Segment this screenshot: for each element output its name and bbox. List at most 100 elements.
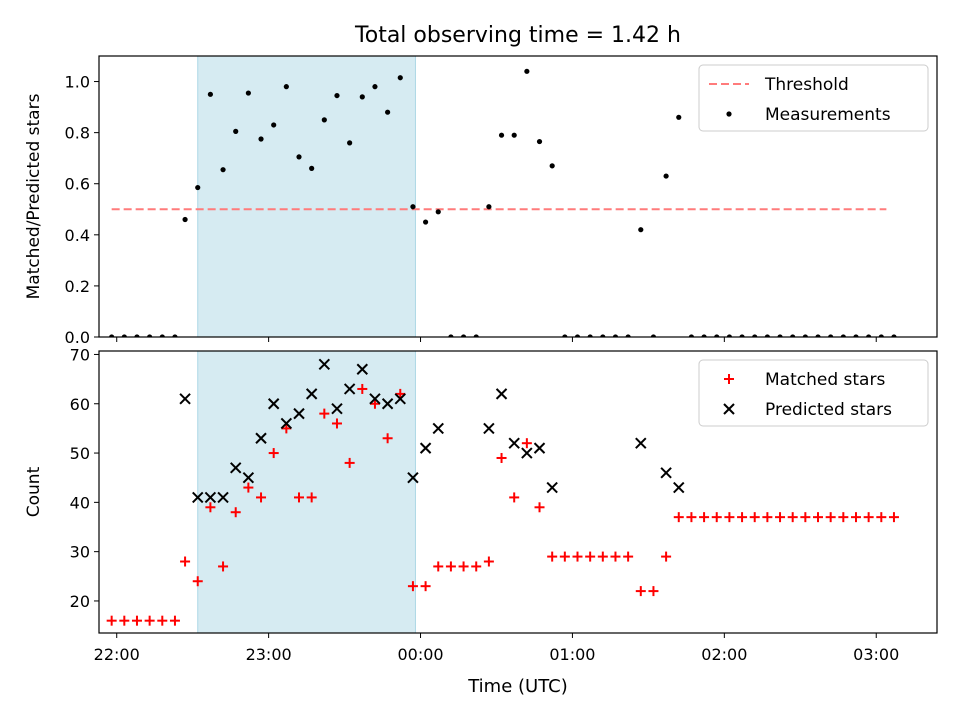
measurement-point: [498, 132, 505, 138]
predicted-star-marker: [305, 388, 318, 400]
measurement-point: [688, 334, 695, 337]
axes-frame: [98, 350, 938, 634]
marker-stroke: [179, 393, 191, 405]
matched-star-marker: [218, 561, 229, 572]
measurement-point: [321, 117, 327, 123]
matched-star-marker: [850, 512, 861, 523]
measurement-point: [790, 334, 796, 337]
measurement-point: [372, 84, 378, 90]
matched-star-marker: [610, 551, 621, 562]
measurement-point: [182, 216, 188, 223]
predicted-star-marker: [533, 442, 546, 454]
matched-star-marker: [711, 512, 722, 523]
legend-box: [698, 64, 929, 132]
measurement-point: [853, 334, 859, 337]
measurement-point: [840, 334, 846, 337]
matched-star-marker: [749, 512, 760, 523]
measurement-point: [397, 75, 403, 81]
marker-stroke: [483, 422, 495, 435]
predicted-star-marker: [343, 383, 356, 395]
y-axis-label: Matched/Predicted stars: [24, 93, 44, 299]
matched-star-marker: [699, 512, 710, 523]
measurement-point: [109, 334, 115, 337]
matched-star-marker: [144, 615, 155, 626]
predicted-star-marker: [508, 437, 520, 449]
matched-star-marker: [319, 408, 330, 419]
matched-star-marker: [294, 492, 305, 503]
y-tick-label: 0.6: [65, 175, 90, 194]
matched-star-marker: [686, 512, 697, 523]
plot-marks: [109, 68, 897, 337]
marker-stroke: [533, 442, 546, 454]
y-axis-label: Count: [24, 466, 44, 517]
y-tick-label: 1.0: [65, 73, 90, 92]
predicted-star-marker: [419, 442, 432, 454]
measurement-point: [245, 90, 251, 96]
matched-star-marker: [673, 512, 684, 523]
marker-stroke: [192, 491, 204, 504]
matched-star-marker: [458, 561, 469, 572]
matched-star-marker: [661, 551, 672, 562]
matched-star-marker: [243, 482, 254, 493]
marker-stroke: [331, 402, 343, 415]
matched-star-marker: [547, 551, 558, 562]
measurement-point: [486, 204, 492, 210]
matched-star-marker: [623, 551, 634, 562]
matched-star-marker: [483, 556, 494, 567]
matched-star-marker: [445, 561, 456, 572]
predicted-star-marker: [217, 491, 229, 504]
matched-star-marker: [838, 512, 849, 523]
predicted-star-marker: [369, 393, 381, 405]
measurement-point: [159, 334, 165, 337]
marker-stroke: [419, 442, 432, 454]
measurement-point: [764, 334, 770, 337]
measurement-point: [309, 165, 315, 171]
measurement-point: [258, 136, 264, 142]
measurement-point: [195, 184, 201, 191]
matched-star-marker: [268, 448, 279, 459]
matched-star-marker: [369, 398, 380, 409]
y-tick-label: 0.2: [65, 277, 90, 296]
matched-star-marker: [597, 551, 608, 562]
predicted-star-marker: [483, 422, 495, 435]
measurement-point: [802, 334, 808, 337]
measurement-point: [650, 334, 657, 337]
predicted-star-marker: [394, 393, 406, 405]
measurement-point: [347, 140, 353, 146]
matched-star-marker: [256, 492, 267, 503]
marker-stroke: [318, 358, 331, 371]
matched-star-marker: [407, 581, 418, 592]
legend-measurement-swatch: [726, 111, 732, 117]
matched-star-marker: [534, 502, 545, 513]
marker-stroke: [343, 383, 356, 395]
y-tick-label: 0.4: [65, 226, 90, 245]
predicted-star-marker: [192, 491, 204, 504]
predicted-star-marker: [293, 407, 305, 420]
measurement-point: [815, 334, 821, 337]
predicted-star-marker: [356, 363, 369, 375]
marker-stroke: [521, 447, 533, 459]
marker-stroke: [635, 437, 647, 449]
matched-star-marker: [585, 551, 596, 562]
measurement-point: [739, 334, 745, 337]
y-tick-label: 60: [70, 395, 90, 414]
predicted-star-marker: [318, 358, 331, 371]
observing-window-span: [197, 350, 416, 634]
matched-star-marker: [395, 388, 406, 399]
measurement-point: [410, 204, 416, 210]
predicted-star-marker: [267, 398, 280, 410]
legend: Threshold Measurements: [698, 64, 929, 132]
legend-box: [698, 359, 929, 427]
measurement-point: [866, 334, 872, 337]
matched-star-marker: [331, 418, 342, 429]
matched-star-marker: [192, 576, 203, 587]
marker-stroke: [546, 481, 558, 494]
measurement-point: [752, 334, 758, 337]
marker-stroke: [280, 417, 293, 430]
measurement-point: [334, 92, 340, 99]
measurement-point: [891, 334, 897, 337]
bottom-panel: 20 30 40 50 60 70 22:00 23:00 00:00 01:00 02:00 03:…: [24, 345, 938, 664]
matched-star-marker: [306, 492, 317, 503]
measurement-point: [220, 167, 226, 173]
